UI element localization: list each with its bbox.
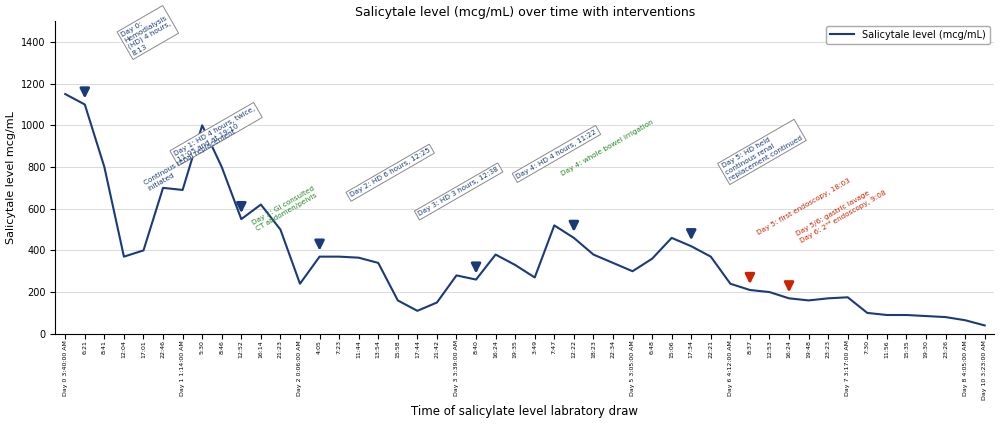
Text: Day 1: HD 4 hours, twice,
11:05 and at 19:10: Day 1: HD 4 hours, twice, 11:05 and at 1… (173, 106, 259, 163)
Text: Day 3: HD 3 hours, 12:38: Day 3: HD 3 hours, 12:38 (417, 166, 500, 217)
Text: Day 2: GI consulted
CT abdomen/pelvis: Day 2: GI consulted CT abdomen/pelvis (251, 185, 319, 232)
Text: Day 4: whole bowel irrigation: Day 4: whole bowel irrigation (560, 120, 655, 177)
Text: Day 5: HD held
continous renal
replacement continued: Day 5: HD held continous renal replaceme… (721, 122, 803, 181)
X-axis label: Time of salicylate level labratory draw: Time of salicylate level labratory draw (411, 405, 638, 418)
Text: Day 5/6: gastric lavage
Day 6: 2ⁿᵈ endoscopy, 9:08: Day 5/6: gastric lavage Day 6: 2ⁿᵈ endos… (795, 183, 887, 244)
Title: Salicytale level (mcg/mL) over time with interventions: Salicytale level (mcg/mL) over time with… (355, 6, 695, 19)
Text: Continous renal replacement
initiated: Continous renal replacement initiated (143, 128, 240, 192)
Text: Day 4: HD 4 hours, 11:22: Day 4: HD 4 hours, 11:22 (515, 128, 598, 179)
Text: Day 5: first endoscopy, 18:03: Day 5: first endoscopy, 18:03 (756, 177, 851, 236)
Text: Day 0:
Hemodialysis
(HD) 4 hours,
8:13: Day 0: Hemodialysis (HD) 4 hours, 8:13 (120, 8, 176, 56)
Text: Day 2: HD 6 hours, 12:25: Day 2: HD 6 hours, 12:25 (349, 147, 431, 198)
Y-axis label: Salicytale level mcg/mL: Salicytale level mcg/mL (6, 111, 16, 244)
Legend: Salicytale level (mcg/mL): Salicytale level (mcg/mL) (826, 26, 990, 44)
